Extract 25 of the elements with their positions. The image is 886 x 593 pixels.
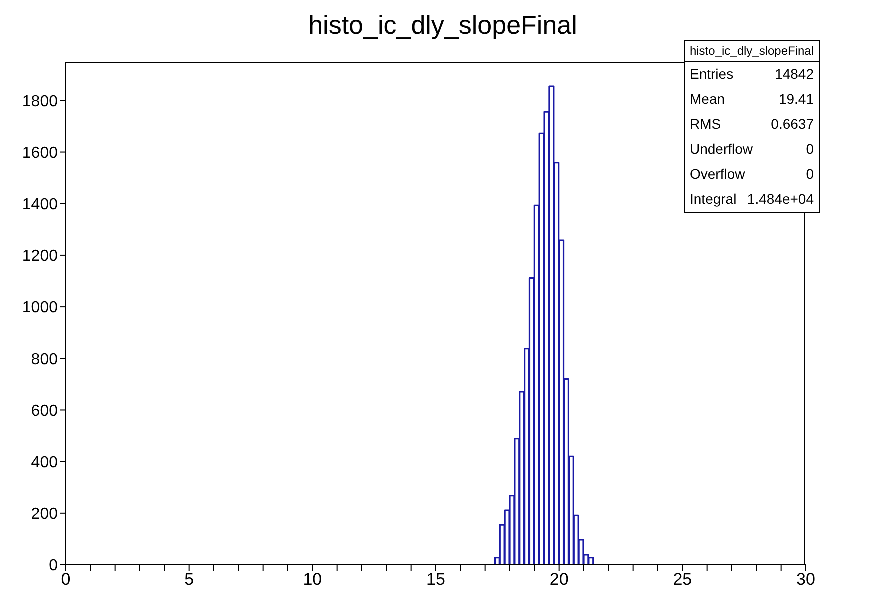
x-tick-label: 30 <box>796 570 816 590</box>
x-tick-label: 10 <box>303 570 322 590</box>
y-tick-label: 200 <box>31 506 58 524</box>
text: Entries 14842 <box>690 66 814 82</box>
legend-title: histo_ic_dly_slopeFinal <box>685 41 819 62</box>
y-tick-label: 1400 <box>22 196 58 214</box>
text: Overflow 0 <box>690 166 814 182</box>
x-tick-label: 0 <box>61 570 71 590</box>
y-tick-label: 400 <box>31 454 58 472</box>
text: RMS 0.6637 <box>690 116 814 132</box>
y-tick-label: 1000 <box>22 300 58 317</box>
text: Mean 19.41 <box>690 91 814 107</box>
x-tick-label: 5 <box>184 570 194 590</box>
y-tick-label: 0 <box>49 558 58 575</box>
y-tick-label: 1600 <box>22 144 58 162</box>
chart-title: histo_ic_dly_slopeFinal <box>308 9 578 42</box>
text: Underflow 0 <box>690 141 814 157</box>
x-tick-label: 20 <box>550 570 569 590</box>
y-tick-label: 1800 <box>22 93 58 110</box>
y-tick-label: 600 <box>31 402 58 420</box>
y-tick-label: 1200 <box>22 248 58 266</box>
y-tick-label: 800 <box>31 351 58 368</box>
annotation: Integral 1.484e+04 <box>690 190 814 209</box>
x-tick-label: 15 <box>426 570 446 590</box>
x-tick-label: 25 <box>673 570 692 590</box>
